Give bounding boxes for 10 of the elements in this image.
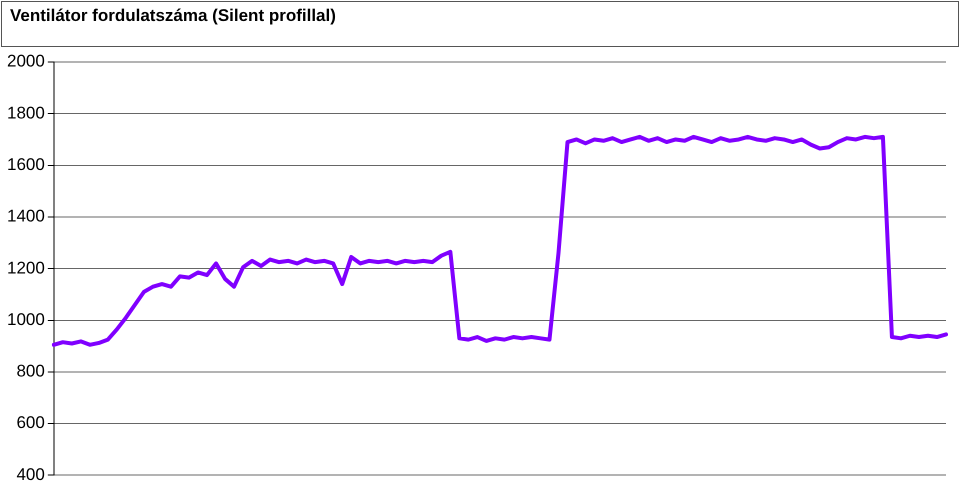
y-tick-label: 2000 — [6, 52, 45, 71]
y-tick-label: 1400 — [6, 206, 45, 226]
y-tick-label: 400 — [16, 464, 45, 484]
y-tick-label: 1000 — [6, 310, 45, 329]
y-tick-label: 800 — [16, 362, 45, 381]
y-tick-label: 600 — [16, 413, 45, 432]
y-tick-label: 1600 — [6, 154, 45, 174]
y-tick-label: 1200 — [6, 258, 45, 278]
y-tick-label: 1800 — [6, 103, 45, 122]
chart-title: Ventilátor fordulatszáma (Silent profillal) — [10, 6, 337, 26]
